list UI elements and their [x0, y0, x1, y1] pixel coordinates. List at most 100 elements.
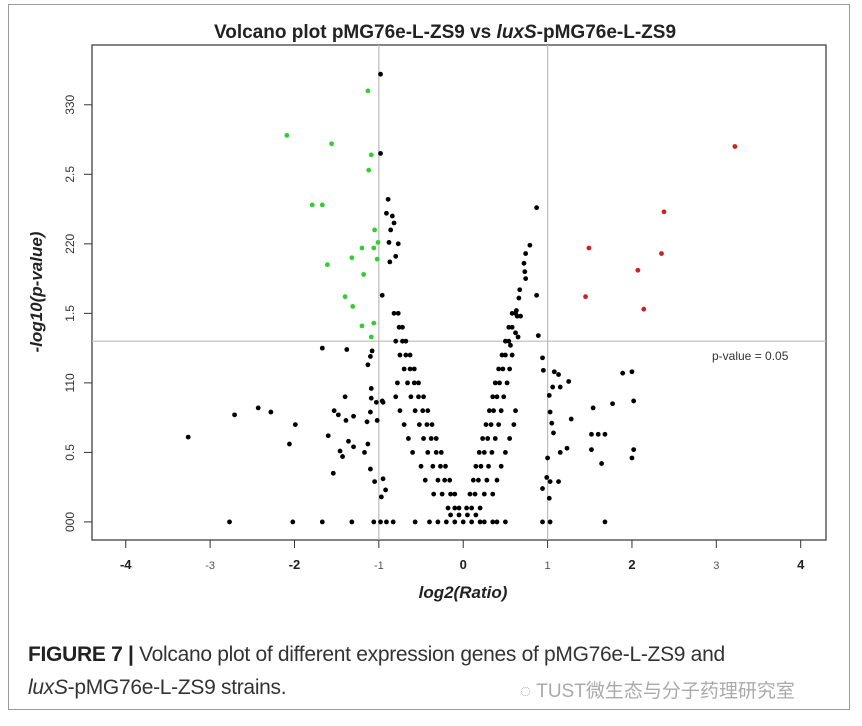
data-point	[325, 433, 331, 439]
data-point	[330, 470, 336, 476]
x-tick-label: -3	[205, 560, 215, 572]
data-point	[343, 418, 349, 423]
data-point	[486, 408, 492, 414]
data-point	[490, 394, 496, 400]
data-point	[481, 491, 487, 497]
data-point	[494, 394, 500, 400]
data-point	[342, 394, 348, 400]
data-point	[602, 431, 608, 437]
data-point	[401, 366, 407, 372]
data-point	[494, 519, 500, 525]
data-point	[477, 519, 483, 525]
data-point	[545, 455, 550, 461]
figure-label: FIGURE 7 |	[28, 643, 134, 666]
data-point	[507, 366, 513, 372]
caption-text: Volcano plot of different expression gen…	[133, 643, 725, 666]
data-point	[346, 438, 351, 444]
data-point	[556, 372, 561, 377]
data-point	[517, 287, 523, 293]
data-point	[513, 408, 518, 414]
data-point	[378, 519, 383, 525]
data-point	[374, 418, 380, 423]
data-point	[631, 447, 637, 453]
data-point	[438, 450, 444, 455]
data-point	[401, 422, 407, 427]
data-point	[549, 420, 555, 426]
data-point	[365, 88, 371, 94]
data-point	[470, 477, 476, 483]
data-point	[602, 519, 608, 525]
data-point	[635, 267, 641, 273]
data-point	[452, 505, 458, 511]
figure-caption-line1: FIGURE 7 | Volcano plot of different exp…	[28, 643, 725, 667]
data-point	[365, 362, 371, 368]
data-point	[478, 463, 484, 469]
data-point	[460, 519, 466, 525]
data-point	[425, 408, 431, 414]
data-point	[534, 292, 540, 298]
data-point	[540, 519, 545, 525]
data-point	[411, 380, 417, 386]
data-point	[391, 310, 397, 316]
data-point	[396, 324, 402, 330]
data-point	[371, 320, 377, 326]
data-point	[469, 505, 475, 511]
data-point	[433, 436, 439, 441]
data-point	[496, 422, 502, 427]
data-point	[489, 450, 495, 455]
data-point	[629, 369, 635, 375]
data-point	[503, 450, 508, 455]
data-point	[350, 304, 356, 309]
data-point	[477, 505, 483, 511]
data-point	[368, 395, 374, 401]
y-tick-label: 330	[63, 94, 77, 114]
data-point	[424, 422, 430, 427]
data-point	[442, 477, 448, 483]
data-point	[500, 366, 506, 372]
data-point	[429, 422, 435, 427]
data-point	[368, 334, 374, 340]
data-point	[395, 380, 400, 386]
data-point	[485, 436, 491, 441]
data-point	[481, 450, 487, 455]
data-point	[439, 491, 445, 497]
data-point	[488, 422, 494, 427]
data-point	[527, 242, 533, 248]
data-point	[620, 370, 626, 376]
x-tick-label: 3	[713, 560, 719, 572]
data-point	[522, 269, 528, 275]
y-tick-label: 2.5	[63, 166, 77, 183]
y-tick-label: 110	[63, 373, 77, 392]
data-point	[393, 338, 399, 344]
data-point	[535, 333, 541, 339]
data-point	[564, 445, 570, 451]
data-point	[361, 272, 367, 277]
data-point	[547, 519, 553, 525]
data-point	[595, 431, 601, 437]
data-point	[371, 519, 377, 525]
plot-area	[91, 44, 827, 541]
data-point	[420, 408, 426, 414]
data-point	[610, 401, 615, 407]
data-point	[518, 313, 523, 319]
y-tick-label: 0.5	[63, 444, 77, 461]
data-point	[590, 405, 596, 411]
data-point	[337, 448, 343, 454]
y-tick-label: 000	[63, 512, 77, 532]
data-point	[368, 466, 373, 472]
data-point	[438, 463, 443, 469]
data-point	[521, 260, 527, 266]
data-point	[232, 412, 237, 418]
data-point	[342, 294, 348, 300]
chart-title: Volcano plot pMG76e-L-ZS9 vs luxS-pMG76e…	[214, 22, 676, 43]
data-point	[372, 479, 378, 485]
x-tick-label: 1	[545, 560, 551, 572]
x-tick-label: -2	[289, 557, 301, 572]
data-point	[372, 227, 378, 233]
data-point	[509, 310, 515, 316]
x-axis-label: log2(Ratio)	[419, 583, 508, 602]
data-point	[456, 505, 462, 511]
data-point	[447, 477, 453, 483]
data-point	[551, 369, 557, 375]
data-point	[407, 366, 413, 372]
